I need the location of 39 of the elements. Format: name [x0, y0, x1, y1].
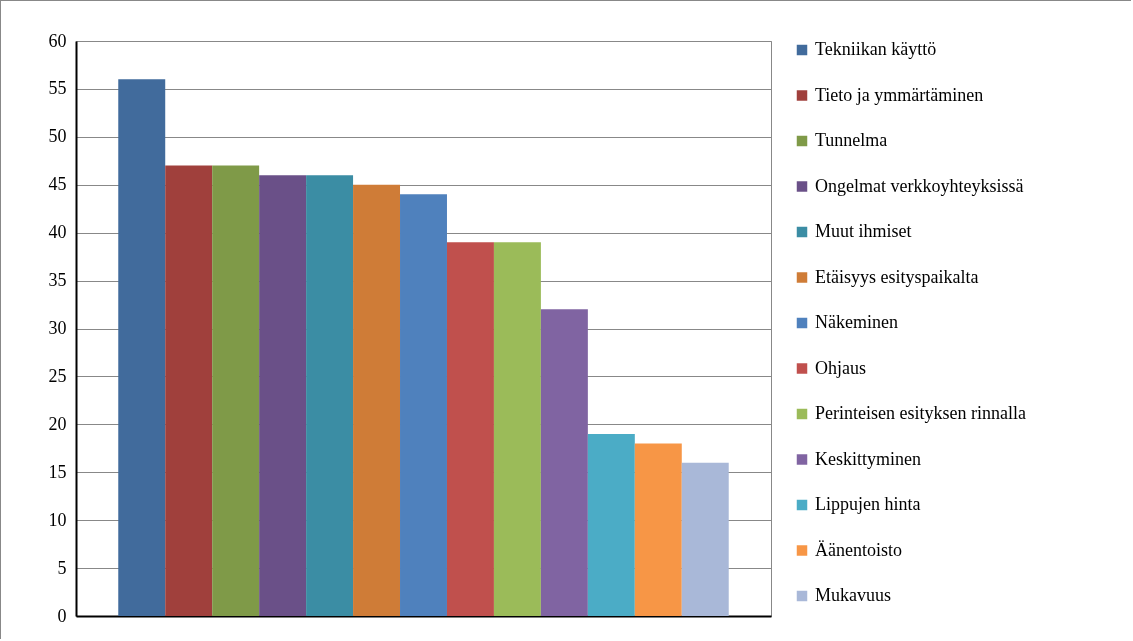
- legend-label: Lippujen hinta: [815, 494, 921, 514]
- y-tick-label: 10: [48, 509, 67, 530]
- bar: [446, 242, 494, 616]
- legend-label: Etäisyys esityspaikalta: [815, 266, 979, 287]
- bar: [681, 462, 729, 616]
- legend-label: Tekniikan käyttö: [815, 39, 937, 59]
- y-tick-label: 40: [48, 222, 67, 243]
- bar: [306, 175, 354, 616]
- legend-label: Tunnelma: [815, 130, 888, 150]
- y-tick-label: 30: [48, 318, 67, 338]
- legend-label: Näkeminen: [815, 312, 898, 332]
- y-tick-label: 15: [48, 461, 67, 482]
- legend-label: Ohjaus: [815, 357, 866, 378]
- bar: [353, 184, 401, 616]
- y-tick-label: 55: [48, 78, 67, 99]
- y-tick-label: 45: [48, 174, 67, 195]
- legend-label: Äänentoisto: [815, 539, 902, 560]
- bar: [400, 194, 447, 616]
- bar: [212, 165, 260, 616]
- y-tick-label: 35: [48, 270, 67, 291]
- bar: [540, 309, 588, 616]
- bar: [118, 79, 166, 616]
- y-tick-label: 20: [48, 413, 67, 434]
- legend-label: Ongelmat verkkoyhteyksissä: [815, 175, 1024, 196]
- bar: [493, 242, 541, 616]
- y-tick-label: 5: [57, 557, 67, 578]
- bar: [634, 443, 682, 616]
- y-tick-label: 0: [57, 605, 67, 626]
- y-tick-label: 50: [48, 126, 67, 147]
- y-tick-label: 25: [48, 365, 67, 386]
- legend-label: Mukavuus: [815, 585, 891, 605]
- legend-label: Keskittyminen: [815, 448, 921, 469]
- y-tick-label: 60: [48, 30, 67, 51]
- legend-label: Muut ihmiset: [815, 221, 912, 241]
- legend-label: Tieto ja ymmärtäminen: [815, 84, 984, 105]
- legend-label: Perinteisen esityksen rinnalla: [815, 403, 1026, 423]
- bar: [587, 433, 635, 616]
- bar: [165, 165, 213, 616]
- bar: [259, 175, 307, 616]
